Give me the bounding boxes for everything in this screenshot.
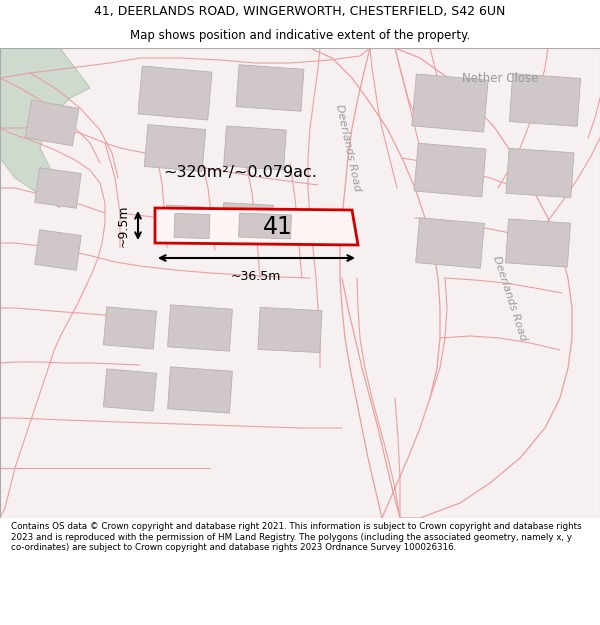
Polygon shape [25, 100, 79, 146]
Text: Nether Close: Nether Close [462, 71, 538, 84]
Text: ~9.5m: ~9.5m [117, 205, 130, 248]
Polygon shape [258, 308, 322, 352]
Polygon shape [506, 219, 571, 267]
Text: Deerlands Road: Deerlands Road [334, 104, 362, 192]
Polygon shape [35, 168, 81, 208]
Polygon shape [506, 148, 574, 198]
Polygon shape [155, 208, 358, 245]
Polygon shape [144, 124, 206, 171]
Polygon shape [416, 217, 484, 268]
Polygon shape [236, 65, 304, 111]
Polygon shape [167, 305, 232, 351]
Text: Map shows position and indicative extent of the property.: Map shows position and indicative extent… [130, 29, 470, 42]
Polygon shape [0, 48, 90, 208]
Polygon shape [174, 213, 210, 239]
Text: ~320m²/~0.079ac.: ~320m²/~0.079ac. [163, 166, 317, 181]
Text: Contains OS data © Crown copyright and database right 2021. This information is : Contains OS data © Crown copyright and d… [11, 522, 581, 552]
Polygon shape [224, 126, 286, 170]
Polygon shape [167, 367, 232, 413]
Polygon shape [223, 202, 274, 233]
Text: 41, DEERLANDS ROAD, WINGERWORTH, CHESTERFIELD, S42 6UN: 41, DEERLANDS ROAD, WINGERWORTH, CHESTER… [94, 6, 506, 19]
Polygon shape [239, 213, 292, 239]
Text: ~36.5m: ~36.5m [231, 270, 281, 283]
Polygon shape [412, 74, 488, 132]
Polygon shape [103, 369, 157, 411]
Polygon shape [0, 48, 600, 518]
Polygon shape [35, 230, 81, 270]
Text: Deerlands Road: Deerlands Road [491, 254, 529, 342]
Polygon shape [165, 205, 205, 235]
Polygon shape [103, 307, 157, 349]
Polygon shape [138, 66, 212, 120]
Polygon shape [414, 143, 486, 197]
Text: 41: 41 [263, 215, 293, 239]
Polygon shape [509, 74, 581, 126]
